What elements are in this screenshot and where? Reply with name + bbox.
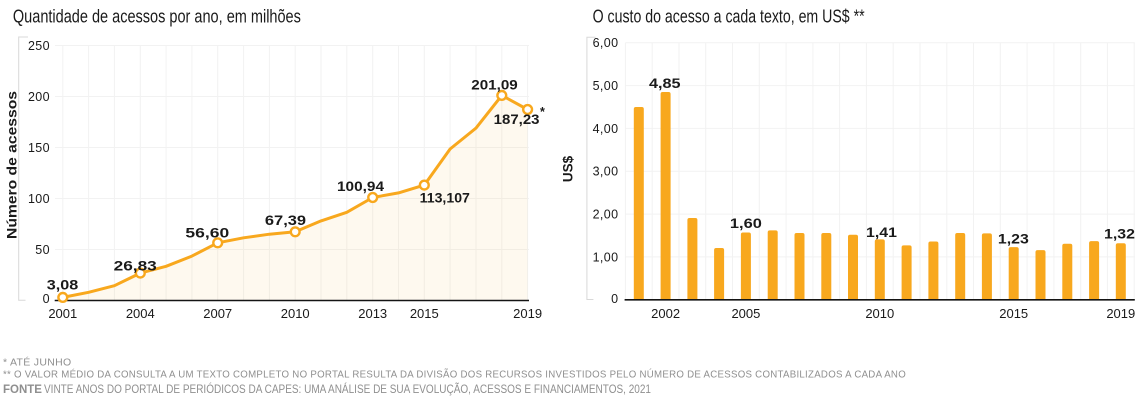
svg-text:201,09: 201,09 — [471, 77, 518, 93]
svg-text:2019: 2019 — [1106, 306, 1135, 321]
svg-text:3,00: 3,00 — [593, 165, 619, 179]
svg-text:*: * — [540, 105, 545, 119]
svg-text:56,60: 56,60 — [185, 225, 229, 241]
svg-text:113,107: 113,107 — [420, 190, 470, 206]
svg-text:6,00: 6,00 — [593, 36, 619, 50]
svg-text:2002: 2002 — [651, 306, 680, 321]
svg-text:1,32: 1,32 — [1104, 226, 1135, 242]
svg-text:Número de acessos: Número de acessos — [4, 91, 19, 239]
svg-text:2015: 2015 — [410, 306, 439, 321]
svg-text:* ATÉ JUNHO: * ATÉ JUNHO — [3, 355, 71, 368]
svg-text:4,85: 4,85 — [649, 75, 681, 91]
svg-text:** O VALOR MÉDIO DA CONSULTA A: ** O VALOR MÉDIO DA CONSULTA A UM TEXTO … — [3, 368, 906, 381]
svg-text:250: 250 — [28, 39, 50, 53]
svg-text:3,08: 3,08 — [47, 276, 79, 292]
svg-text:2,00: 2,00 — [593, 208, 619, 222]
svg-text:O custo do acesso a cada texto: O custo do acesso a cada texto, em US$ *… — [593, 7, 865, 27]
svg-text:2013: 2013 — [358, 306, 387, 321]
svg-text:US$: US$ — [561, 155, 576, 182]
svg-text:1,23: 1,23 — [998, 230, 1029, 246]
svg-text:1,60: 1,60 — [730, 215, 762, 231]
svg-text:100: 100 — [28, 192, 50, 206]
svg-text:2004: 2004 — [126, 306, 155, 321]
svg-text:26,83: 26,83 — [114, 258, 157, 274]
svg-text:2007: 2007 — [203, 306, 232, 321]
svg-text:2005: 2005 — [731, 306, 760, 321]
svg-text:150: 150 — [28, 141, 50, 155]
svg-text:2015: 2015 — [999, 306, 1028, 321]
svg-text:0: 0 — [611, 292, 618, 306]
svg-text:100,94: 100,94 — [337, 178, 384, 194]
svg-text:4,00: 4,00 — [593, 122, 619, 136]
svg-text:1,41: 1,41 — [866, 224, 897, 240]
svg-text:67,39: 67,39 — [265, 212, 306, 228]
svg-text:2010: 2010 — [865, 306, 894, 321]
svg-text:VINTE ANOS DO PORTAL DE PERIÓD: VINTE ANOS DO PORTAL DE PERIÓDICOS DA CA… — [44, 383, 651, 396]
svg-text:FONTE: FONTE — [3, 384, 42, 396]
svg-text:50: 50 — [35, 243, 50, 257]
svg-text:2010: 2010 — [281, 306, 310, 321]
svg-text:Quantidade de acessos por ano,: Quantidade de acessos por ano, em milhõe… — [13, 7, 301, 27]
svg-text:2019: 2019 — [513, 306, 542, 321]
svg-text:1,00: 1,00 — [593, 250, 619, 264]
svg-text:200: 200 — [28, 90, 50, 104]
svg-text:5,00: 5,00 — [593, 79, 619, 93]
svg-text:0: 0 — [43, 292, 50, 306]
svg-text:187,23: 187,23 — [494, 111, 540, 127]
svg-text:2001: 2001 — [48, 306, 77, 321]
